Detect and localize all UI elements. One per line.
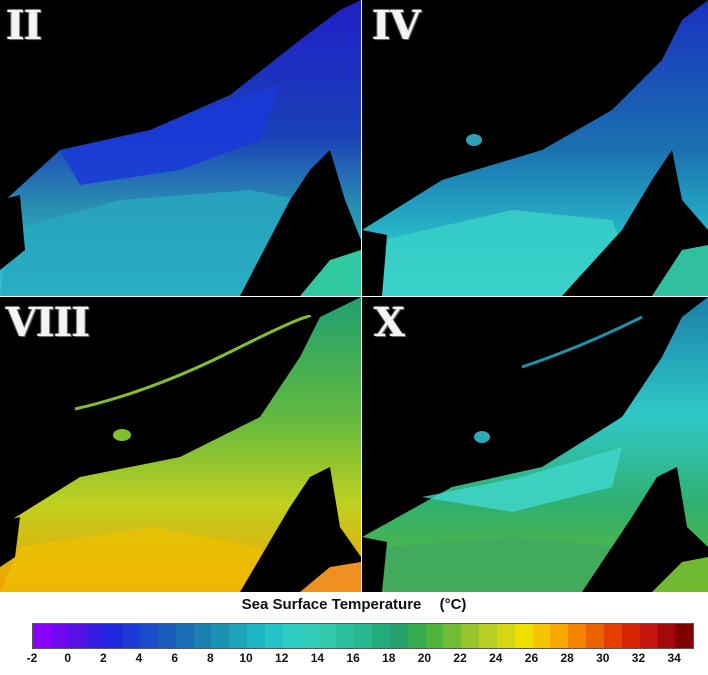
- colorbar-segment: [33, 624, 51, 648]
- colorbar-segment: [425, 624, 444, 648]
- colorbar-segment: [657, 624, 676, 648]
- colorbar-segment: [300, 624, 319, 648]
- map-panel-iv: IV: [362, 0, 708, 296]
- colorbar-segment: [318, 624, 337, 648]
- colorbar-segment: [122, 624, 141, 648]
- colorbar-tick-label: 2: [100, 651, 107, 665]
- panel-label-iv: IV: [372, 2, 421, 49]
- colorbar-segment: [550, 624, 569, 648]
- map-panel-viii: VIII: [0, 297, 361, 592]
- map-panel-x: X: [362, 297, 708, 592]
- colorbar-ticks: -2 0 2 4 6 8 10 12 14 16 18 20 22 24 26 28 30 32 34: [0, 651, 708, 671]
- colorbar-segment: [140, 624, 158, 648]
- colorbar-segment: [479, 624, 497, 648]
- colorbar-segment: [532, 624, 551, 648]
- colorbar-segment: [157, 624, 176, 648]
- colorbar-tick-label: 32: [631, 651, 646, 665]
- colorbar-segment: [264, 624, 283, 648]
- legend-unit: (°C): [439, 596, 467, 613]
- colorbar-tick-label: 30: [596, 651, 610, 665]
- legend-title: Sea Surface Temperature (°C): [0, 596, 708, 613]
- colorbar-tick-label: 24: [489, 651, 503, 665]
- colorbar-tick-label: 12: [275, 651, 289, 665]
- panel-label-x: X: [374, 299, 405, 346]
- satellite-map-grid: II IV: [0, 0, 708, 592]
- colorbar-tick-label: 20: [417, 651, 432, 665]
- colorbar-segment: [621, 624, 640, 648]
- colorbar-segment: [282, 624, 301, 648]
- colorbar-segment: [211, 624, 230, 648]
- colorbar-segment: [568, 624, 587, 648]
- colorbar-tick-label: -2: [26, 651, 38, 665]
- colorbar-segment: [586, 624, 604, 648]
- colorbar-tick-label: 18: [382, 651, 396, 665]
- panel-label-viii: VIII: [6, 299, 90, 346]
- colorbar-segment: [514, 624, 533, 648]
- colorbar-tick-label: 28: [560, 651, 574, 665]
- colorbar-tick-label: 10: [239, 651, 253, 665]
- sst-map-x: [362, 297, 708, 592]
- colorbar-segment: [86, 624, 105, 648]
- colorbar-segment: [639, 624, 658, 648]
- map-panel-ii: II: [0, 0, 361, 296]
- colorbar-segment: [604, 624, 622, 648]
- colorbar-tick-label: 26: [524, 651, 539, 665]
- sst-map-viii: [0, 297, 361, 592]
- colorbar-segment: [461, 624, 480, 648]
- colorbar-segment: [443, 624, 462, 648]
- legend-title-text: Sea Surface Temperature: [241, 596, 422, 613]
- colorbar-segment: [104, 624, 123, 648]
- colorbar-segment: [229, 624, 248, 648]
- colorbar-tick-label: 4: [135, 651, 143, 665]
- colorbar-segment: [372, 624, 390, 648]
- colorbar-tick-label: 0: [64, 651, 72, 665]
- colorbar-segment: [675, 624, 694, 648]
- colorbar-segment: [247, 624, 265, 648]
- colorbar-tick-label: 22: [453, 651, 467, 665]
- sst-map-ii: [0, 0, 361, 296]
- colorbar-segment: [496, 624, 515, 648]
- colorbar-segment: [175, 624, 194, 648]
- temperature-colorbar: [32, 623, 694, 649]
- colorbar-tick-label: 16: [346, 651, 360, 665]
- colorbar-tick-label: 6: [171, 651, 179, 665]
- colorbar-segment: [336, 624, 355, 648]
- sst-map-iv: [362, 0, 708, 296]
- colorbar-segment: [407, 624, 426, 648]
- panel-label-ii: II: [6, 2, 42, 49]
- colorbar-segment: [68, 624, 87, 648]
- colorbar-tick-label: 14: [310, 651, 325, 665]
- colorbar-segment: [50, 624, 69, 648]
- colorbar-tick-label: 34: [667, 651, 681, 665]
- colorbar-tick-label: 8: [207, 651, 214, 665]
- colorbar-segment: [354, 624, 373, 648]
- colorbar-segment: [389, 624, 408, 648]
- colorbar-segment: [193, 624, 212, 648]
